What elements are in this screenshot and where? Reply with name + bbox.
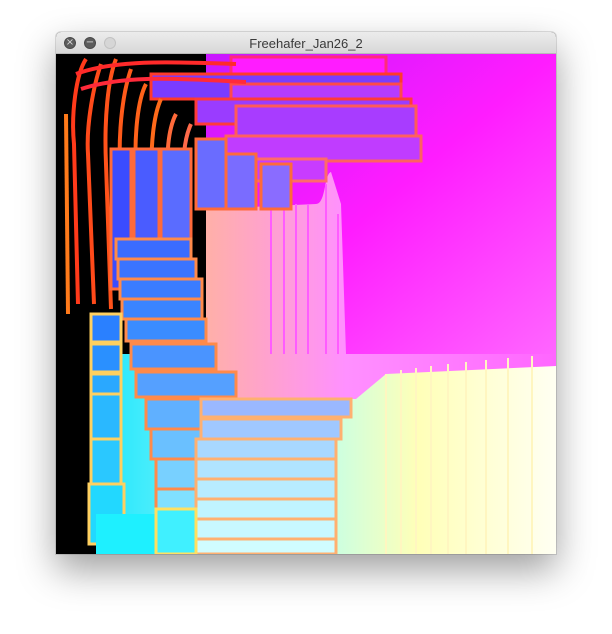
- window-title: Freehafer_Jan26_2: [249, 36, 363, 51]
- pink-zone: [206, 172, 556, 399]
- pink-stripes: [270, 184, 339, 354]
- cream-stripes: [385, 356, 533, 554]
- title-bar: × − Freehafer_Jan26_2: [56, 32, 556, 54]
- close-icon: ×: [65, 37, 75, 48]
- cyan-strip: [154, 507, 198, 554]
- cyan-band: [96, 514, 156, 554]
- minimize-button[interactable]: −: [84, 37, 96, 49]
- generative-artwork: [56, 54, 556, 554]
- top-violet-bars: [149, 55, 423, 183]
- app-window: × − Freehafer_Jan26_2: [56, 32, 556, 554]
- light-cyan-bars: [194, 397, 353, 554]
- minimize-icon: −: [85, 37, 95, 48]
- zoom-button[interactable]: [104, 37, 116, 49]
- cyan-squares: [87, 312, 126, 546]
- close-button[interactable]: ×: [64, 37, 76, 49]
- sketch-canvas[interactable]: [56, 54, 556, 554]
